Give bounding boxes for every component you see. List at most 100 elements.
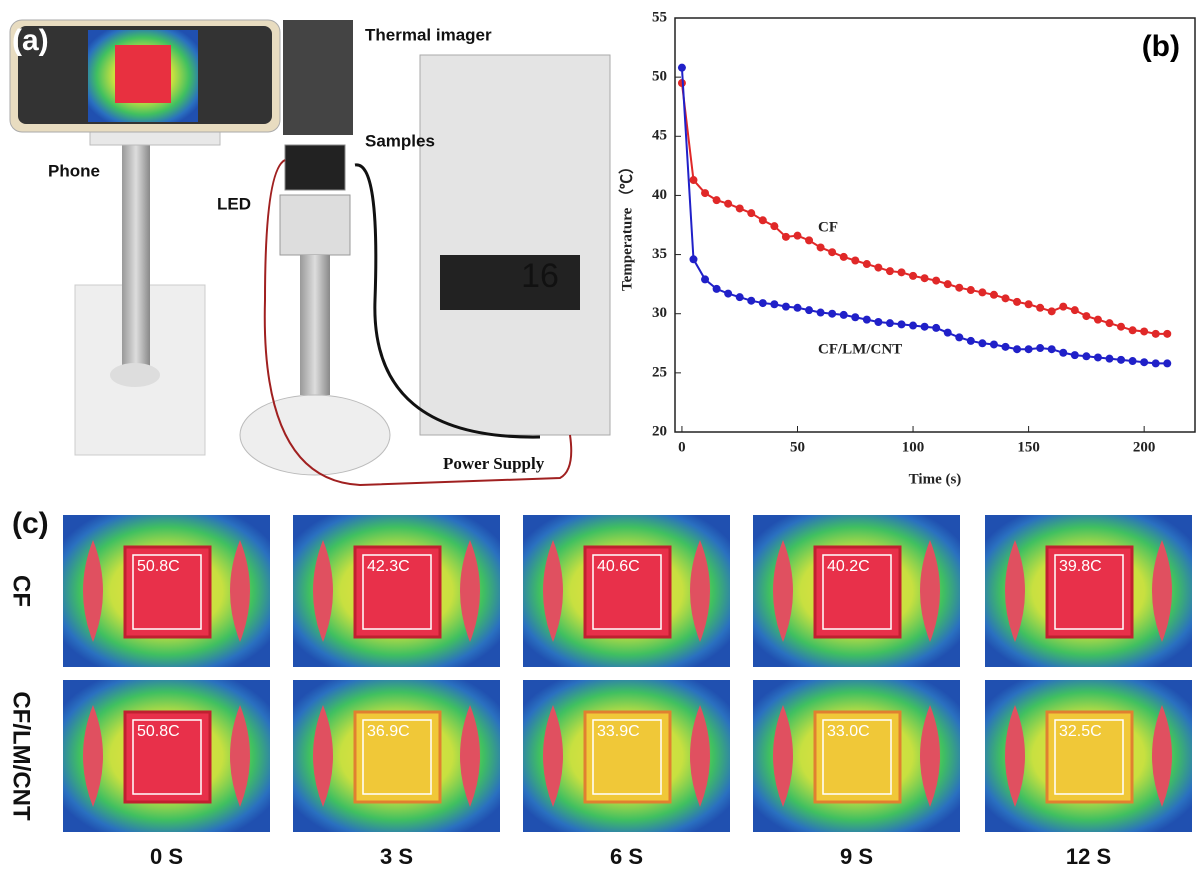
point	[863, 316, 871, 324]
point	[1117, 356, 1125, 364]
point	[828, 310, 836, 318]
point	[990, 340, 998, 348]
point	[932, 324, 940, 332]
point	[1163, 330, 1171, 338]
point	[851, 256, 859, 264]
temperature-reading: 40.6C	[597, 558, 640, 575]
point	[1129, 357, 1137, 365]
point	[1001, 294, 1009, 302]
point	[921, 323, 929, 331]
point	[874, 318, 882, 326]
point	[701, 275, 709, 283]
point	[817, 243, 825, 251]
panel-label: (a)	[12, 24, 49, 57]
point	[1094, 316, 1102, 324]
point	[1105, 319, 1113, 327]
series-label: CF/LM/CNT	[818, 341, 902, 357]
point	[1025, 300, 1033, 308]
point	[840, 311, 848, 319]
point	[1013, 345, 1021, 353]
point	[782, 303, 790, 311]
point	[701, 189, 709, 197]
point	[805, 236, 813, 244]
setup-drawing: 16	[10, 20, 610, 485]
point	[1071, 306, 1079, 314]
y-tick-label: 50	[652, 69, 667, 85]
y-tick-label: 20	[652, 423, 667, 439]
figure: 16 (a) Thermal imager Samples Phone LED …	[0, 0, 1203, 875]
point	[1140, 327, 1148, 335]
annotation: Samples	[365, 131, 435, 150]
point	[1163, 359, 1171, 367]
point	[770, 300, 778, 308]
series-line	[682, 83, 1167, 334]
annotation: Phone	[48, 161, 100, 180]
annotation: Thermal imager	[365, 25, 492, 44]
point	[1140, 358, 1148, 366]
point	[1025, 345, 1033, 353]
point	[747, 297, 755, 305]
column-label: 3 S	[380, 844, 413, 869]
x-tick-label: 0	[678, 439, 686, 455]
point	[793, 232, 801, 240]
point	[782, 233, 790, 241]
point	[793, 304, 801, 312]
x-tick-label: 50	[790, 439, 805, 455]
point	[1059, 303, 1067, 311]
point	[736, 293, 744, 301]
point	[689, 176, 697, 184]
temperature-reading: 39.8C	[1059, 558, 1102, 575]
column-label: 6 S	[610, 844, 643, 869]
panel-label: (c)	[12, 507, 49, 540]
point	[921, 274, 929, 282]
point	[955, 284, 963, 292]
point	[897, 320, 905, 328]
series-label: CF	[818, 219, 838, 235]
x-tick-label: 100	[902, 439, 925, 455]
point	[944, 280, 952, 288]
point	[1152, 359, 1160, 367]
y-tick-label: 40	[652, 187, 667, 203]
point	[874, 264, 882, 272]
point	[1001, 343, 1009, 351]
row-label: CF/LM/CNT	[8, 691, 35, 821]
point	[978, 339, 986, 347]
point	[909, 322, 917, 330]
point	[759, 299, 767, 307]
plot-frame	[675, 18, 1195, 432]
point	[886, 267, 894, 275]
annotation: LED	[217, 194, 251, 213]
temperature-reading: 33.9C	[597, 723, 640, 740]
point	[897, 268, 905, 276]
annotation: Power Supply	[443, 454, 545, 473]
display-reading: 16	[521, 257, 559, 295]
row-label: CF	[8, 575, 35, 607]
point	[678, 64, 686, 72]
y-tick-label: 55	[652, 9, 667, 25]
point	[1105, 355, 1113, 363]
temperature-reading: 36.9C	[367, 723, 410, 740]
temperature-reading: 50.8C	[137, 558, 180, 575]
column-label: 9 S	[840, 844, 873, 869]
temperature-reading: 32.5C	[1059, 723, 1102, 740]
point	[851, 313, 859, 321]
temperature-reading: 40.2C	[827, 558, 870, 575]
point	[909, 272, 917, 280]
point	[689, 255, 697, 263]
point	[724, 290, 732, 298]
point	[1082, 352, 1090, 360]
point	[817, 309, 825, 317]
point	[1094, 353, 1102, 361]
point	[1129, 326, 1137, 334]
column-label: 0 S	[150, 844, 183, 869]
y-tick-label: 35	[652, 246, 667, 262]
point	[840, 253, 848, 261]
point	[1117, 323, 1125, 331]
point	[932, 277, 940, 285]
y-axis-label: Temperature （℃）	[617, 159, 635, 291]
point	[713, 285, 721, 293]
point	[724, 200, 732, 208]
point	[955, 333, 963, 341]
temperature-reading: 50.8C	[137, 723, 180, 740]
